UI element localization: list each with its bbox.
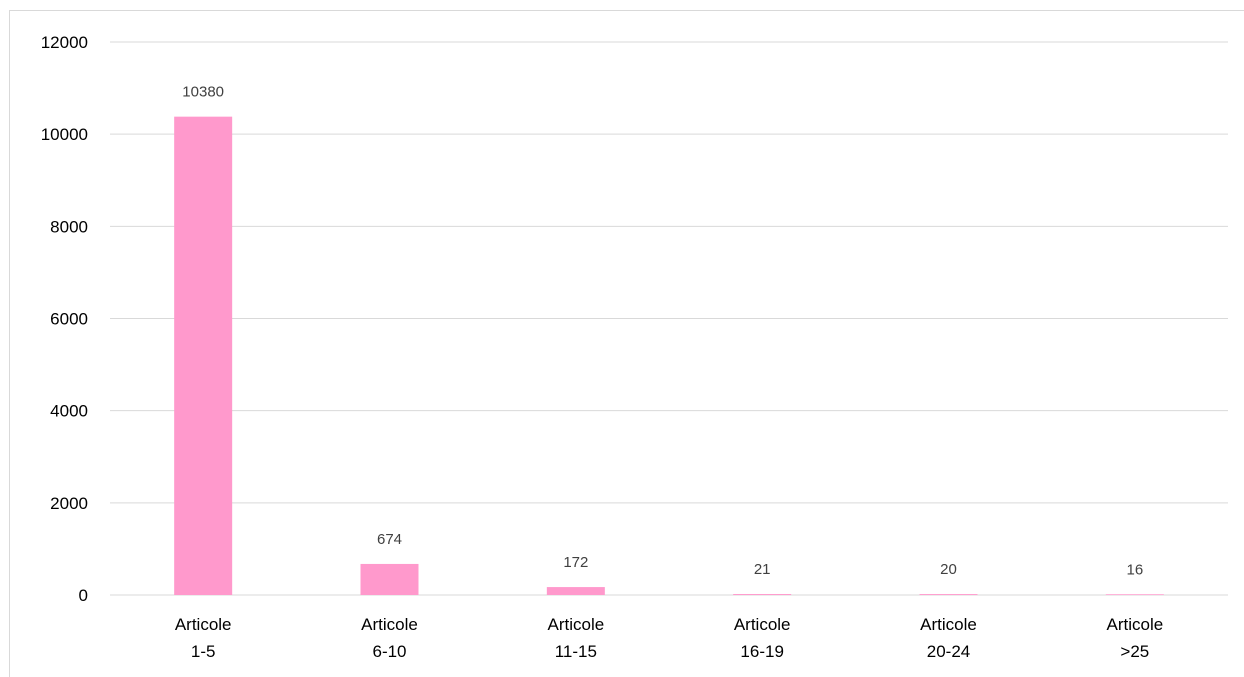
x-tick-label: 11-15 (555, 642, 597, 661)
x-tick-label: Articole (1106, 615, 1163, 634)
bar (919, 594, 978, 595)
y-tick-label: 8000 (50, 217, 88, 236)
x-tick-label: 6-10 (372, 642, 406, 661)
x-tick-label: Articole (734, 615, 791, 634)
y-tick-label: 4000 (50, 402, 88, 421)
x-tick-label: Articole (547, 615, 604, 634)
data-label: 674 (377, 531, 402, 548)
bar (1105, 594, 1164, 595)
x-tick-label: 1-5 (191, 642, 216, 661)
data-label: 20 (940, 561, 957, 578)
data-label: 172 (563, 554, 588, 571)
x-tick-label: 16-19 (740, 642, 783, 661)
x-tick-label: Articole (361, 615, 418, 634)
data-label: 10380 (182, 84, 224, 101)
data-labels: 10380 674 172 21 20 16 (182, 84, 1143, 579)
x-tick-label: >25 (1120, 642, 1149, 661)
y-tick-label: 2000 (50, 494, 88, 513)
bar (174, 116, 233, 595)
x-tick-label: Articole (175, 615, 232, 634)
x-tick-label: Articole (920, 615, 977, 634)
bars (174, 116, 1164, 595)
bar (360, 563, 419, 595)
gridlines (110, 41, 1228, 596)
bar (733, 594, 792, 595)
bar (546, 587, 605, 595)
chart-frame (9, 10, 1244, 677)
y-tick-label: 12000 (41, 33, 88, 52)
y-tick-label: 6000 (50, 310, 88, 329)
data-label: 16 (1126, 561, 1143, 578)
y-tick-label: 0 (79, 586, 88, 605)
y-axis-ticks: 0 2000 4000 6000 8000 10000 12000 (41, 33, 88, 605)
x-tick-label: 20-24 (927, 642, 970, 661)
y-tick-label: 10000 (41, 125, 88, 144)
x-axis-ticks: Articole 1-5 Articole 6-10 Articole 11-15 Arti… (175, 615, 1163, 661)
data-label: 21 (754, 561, 771, 578)
